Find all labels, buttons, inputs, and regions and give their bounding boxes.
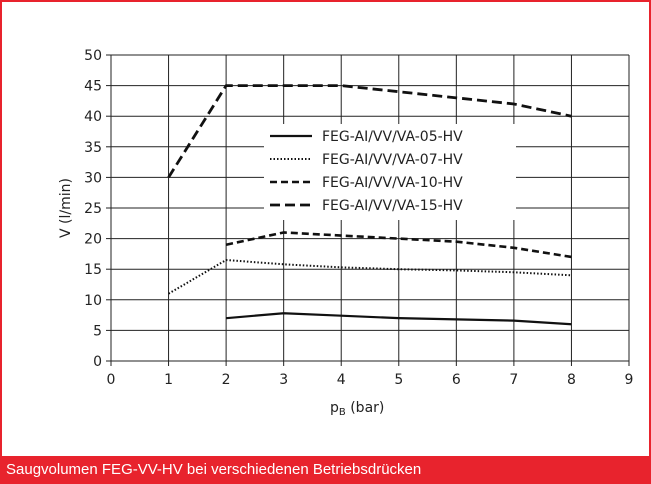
series-line-2 bbox=[168, 259, 572, 295]
y-tick-label: 20 bbox=[84, 232, 102, 248]
y-tick-label: 10 bbox=[84, 293, 102, 309]
legend-label-2: FEG-AI/VV/VA-07-HV bbox=[322, 152, 463, 168]
y-tick-label: 50 bbox=[84, 48, 102, 64]
y-tick-label: 15 bbox=[84, 262, 102, 278]
y-tick-label: 0 bbox=[93, 354, 102, 370]
x-tick-label: 9 bbox=[625, 372, 634, 388]
series-line-1 bbox=[226, 312, 572, 326]
x-tick-label: 8 bbox=[567, 372, 576, 388]
x-tick-label: 2 bbox=[222, 372, 231, 388]
y-tick-label: 5 bbox=[93, 323, 102, 339]
y-tick-label: 35 bbox=[84, 140, 102, 156]
x-tick-label: 4 bbox=[337, 372, 346, 388]
series-line-3 bbox=[225, 231, 572, 259]
x-tick-label: 7 bbox=[509, 372, 518, 388]
x-tick-label: 5 bbox=[394, 372, 403, 388]
chart-caption: Saugvolumen FEG-VV-HV bei verschiedenen … bbox=[0, 456, 651, 484]
x-tick-label: 0 bbox=[107, 372, 116, 388]
x-axis-label: pB (bar) bbox=[330, 400, 384, 418]
x-tick-label: 6 bbox=[452, 372, 461, 388]
x-tick-label: 1 bbox=[164, 372, 173, 388]
y-tick-label: 45 bbox=[84, 79, 102, 95]
y-tick-label: 30 bbox=[84, 170, 102, 186]
legend-label-4: FEG-AI/VV/VA-15-HV bbox=[322, 198, 463, 214]
y-axis-label: V (l/min) bbox=[58, 178, 74, 238]
y-tick-label: 25 bbox=[84, 201, 102, 217]
legend-label-1: FEG-AI/VV/VA-05-HV bbox=[322, 129, 463, 145]
x-tick-label: 3 bbox=[279, 372, 288, 388]
y-tick-label: 40 bbox=[84, 109, 102, 125]
legend-label-3: FEG-AI/VV/VA-10-HV bbox=[322, 175, 463, 191]
